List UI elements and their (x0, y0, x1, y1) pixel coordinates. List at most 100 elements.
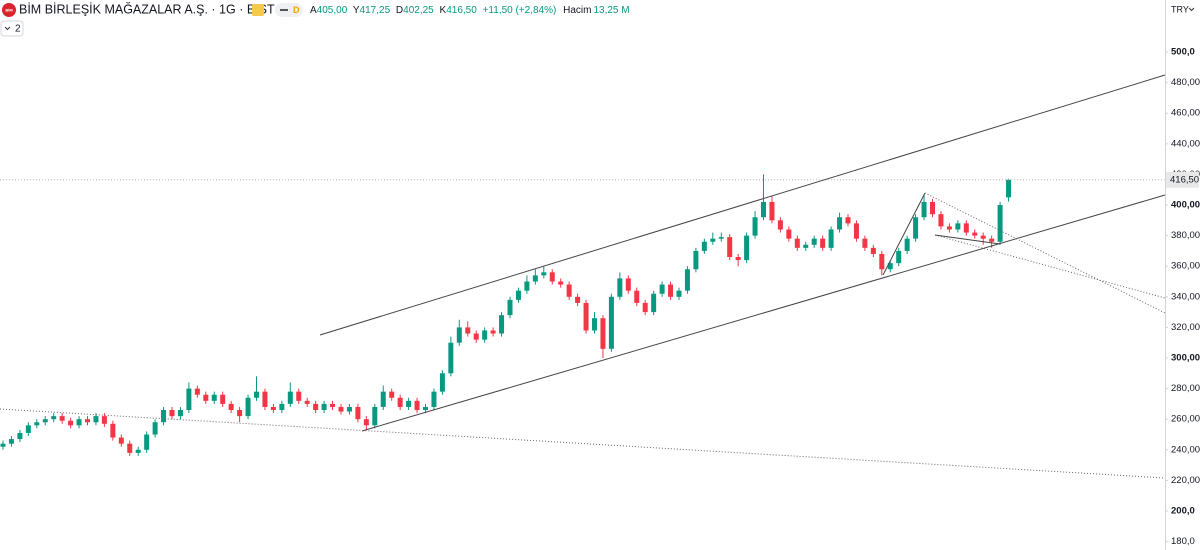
candle-body (761, 201, 766, 218)
label: D (396, 5, 403, 16)
candle-body (169, 410, 175, 417)
candle-body (211, 394, 217, 401)
currency-select[interactable] (1166, 1, 1199, 19)
y-tick-label: 320,00 (1171, 322, 1200, 333)
candle-body (862, 238, 868, 248)
candle-body (887, 263, 893, 270)
candle-body (727, 237, 733, 258)
candle-body (845, 217, 851, 224)
y-axis: 180,0 200,0 220,00 240,00 260,00 280,00 300,00… (1165, 47, 1200, 547)
candle-body (549, 272, 555, 282)
candle-body (473, 333, 479, 340)
logo-text: BİM (5, 8, 13, 13)
candle-body (346, 406, 352, 412)
trend-line (361, 194, 1166, 432)
candle-body (127, 443, 133, 453)
candle-body (693, 250, 699, 270)
candle-body (397, 397, 403, 407)
flag-icon[interactable] (252, 4, 264, 16)
candle-body (25, 425, 31, 433)
indicator-count: 2 (15, 24, 21, 35)
candle-body (144, 434, 150, 450)
label: Y (353, 5, 360, 16)
candle-body (194, 388, 200, 395)
trend-line (0, 408, 1166, 479)
value: 402,25 (403, 5, 434, 16)
candle-body (414, 400, 420, 411)
y-tick-label: 220,00 (1171, 475, 1200, 486)
candle-body (524, 281, 530, 291)
value: 405,00 (317, 5, 348, 16)
candle-body (718, 237, 724, 239)
candle-body (972, 232, 978, 236)
candle-body (515, 290, 521, 300)
candle-body (135, 449, 141, 453)
candle-body (946, 226, 952, 230)
candle-body (896, 250, 902, 264)
value: 416,50 (446, 5, 477, 16)
indicator-toggle[interactable] (0, 20, 24, 37)
candle-body (482, 330, 488, 340)
y-tick-label: 400,00 (1171, 200, 1200, 211)
candle-body (735, 257, 741, 261)
status-pill (275, 3, 303, 17)
price-badge: 416,50 (1170, 174, 1199, 185)
candle-body (583, 302, 589, 331)
candle-body (152, 422, 158, 435)
candle-body (34, 422, 40, 426)
trend-line (934, 234, 1001, 245)
candle-body (701, 241, 707, 251)
y-tick-label: 480,00 (1171, 77, 1200, 88)
label: Hacim (563, 5, 591, 16)
candle-body (811, 238, 817, 245)
candle-body (558, 281, 564, 285)
value: 417,25 (360, 5, 391, 16)
candle-body (904, 238, 910, 251)
candle-body (777, 220, 783, 230)
candle-body (499, 315, 505, 334)
candle-body (245, 397, 251, 417)
chevron (4, 26, 11, 31)
y-tick-label: 200,0 (1171, 506, 1195, 517)
candle-body (566, 284, 572, 297)
candle-body (8, 439, 14, 444)
candle-body (321, 403, 327, 411)
candle-body (270, 406, 276, 411)
symbol: BİM BİRLEŞİK MAĞAZALAR A.Ş. · 1G · BIST (19, 1, 275, 16)
candle-body (837, 217, 843, 230)
candle-body (313, 403, 319, 411)
candle-body (1006, 179, 1012, 198)
candle-body (786, 229, 792, 239)
trend-line (924, 192, 1166, 314)
candle-body (448, 342, 454, 374)
candle-body (659, 284, 665, 294)
logo (2, 3, 16, 17)
y-tick-label: 240,00 (1171, 444, 1200, 455)
candle-body (651, 293, 657, 313)
y-tick-label: 380,00 (1171, 230, 1200, 241)
candle-body (161, 410, 167, 423)
candle-body (262, 391, 268, 407)
candle-body (177, 410, 183, 417)
currency: TRY (1171, 4, 1189, 14)
candle-body (803, 244, 809, 248)
candle-body (59, 416, 65, 421)
y-tick-label: 260,00 (1171, 414, 1200, 425)
candle-body (752, 217, 758, 236)
candle-body (541, 272, 547, 276)
candle-body (220, 394, 226, 404)
candle-body (997, 205, 1003, 242)
candle-body (423, 406, 428, 411)
y-tick-label: 300,00 (1171, 353, 1200, 364)
candle-body (617, 278, 623, 297)
y-tick-label: 460,00 (1171, 108, 1200, 119)
candle-body (439, 373, 445, 392)
candle-body (406, 400, 412, 407)
value: 13,25 M (593, 5, 629, 16)
candle-body (456, 327, 462, 343)
candle-body (828, 229, 834, 248)
candle-body (389, 391, 395, 398)
candle-body (380, 391, 386, 407)
y-tick-label: 360,00 (1171, 261, 1200, 272)
